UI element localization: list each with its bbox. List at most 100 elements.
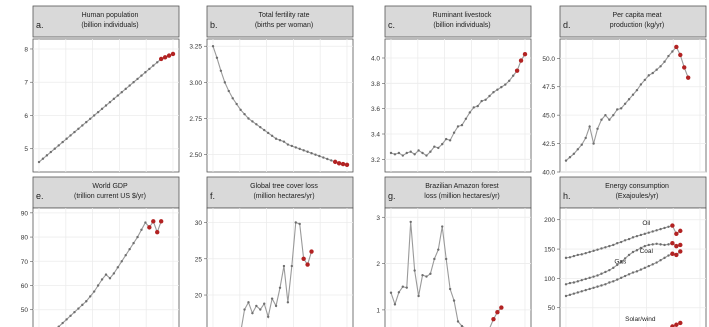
data-point [600, 118, 603, 121]
data-point [464, 117, 468, 121]
plot-area [384, 207, 532, 327]
data-point [393, 153, 397, 156]
y-tick-label: 3.6 [371, 106, 380, 113]
data-point-recent [514, 68, 520, 73]
data-point-recent [685, 75, 691, 80]
data-point [460, 324, 464, 327]
y-tick-label: 3.2 [371, 157, 380, 164]
data-point [472, 106, 475, 109]
data-point [417, 149, 420, 152]
data-point-recent [674, 322, 679, 327]
data-point [564, 159, 568, 162]
data-point [604, 246, 607, 249]
y-tick-label: 90 [21, 210, 29, 217]
data-point [120, 260, 123, 263]
data-point [136, 235, 139, 239]
data-point [247, 301, 250, 304]
data-point [112, 272, 116, 275]
data-point [219, 69, 223, 73]
data-point [405, 286, 408, 289]
data-point [627, 273, 631, 276]
y-tick-label: 80 [21, 235, 29, 242]
panel-title-line: (Exajoules/yr) [616, 193, 659, 200]
data-point [128, 84, 131, 87]
data-point [456, 320, 460, 323]
series-group [564, 44, 691, 162]
data-point [619, 107, 623, 110]
data-point [274, 304, 278, 308]
y-tick-label: 60 [21, 283, 29, 290]
data-point [616, 278, 619, 281]
series-annotation: Oil [642, 220, 651, 227]
data-point [124, 254, 127, 257]
data-point-recent [162, 55, 168, 60]
panel-title-line: production (kg/yr) [610, 22, 664, 29]
data-point [667, 243, 670, 246]
data-point [251, 311, 254, 315]
y-tick-label: 50.0 [542, 56, 555, 63]
data-point [85, 300, 88, 303]
data-point [409, 220, 412, 224]
data-point-recent [674, 243, 679, 249]
data-point [600, 247, 603, 250]
data-point [623, 274, 627, 278]
panel-h: h.Energy consumption(Exajoules/yr)050100… [544, 176, 707, 327]
data-point [568, 156, 572, 159]
data-point [631, 93, 635, 96]
data-point [584, 277, 587, 281]
data-point [65, 318, 68, 321]
data-point [612, 280, 615, 283]
data-point [647, 74, 650, 77]
data-point [564, 283, 568, 286]
data-point [568, 256, 572, 259]
series-group [211, 45, 350, 167]
panel-letter: b. [210, 20, 218, 30]
data-point [612, 113, 615, 117]
data-point [120, 91, 123, 94]
data-point [278, 286, 282, 289]
data-point [623, 257, 627, 260]
data-point [116, 94, 120, 97]
y-tick-label: 45.0 [542, 113, 555, 120]
data-point [441, 225, 444, 228]
series-group [241, 221, 314, 327]
data-point-recent [518, 58, 524, 63]
panel-letter: h. [563, 191, 571, 201]
panel-title-line: (billion individuals) [81, 22, 138, 29]
data-point [496, 88, 499, 91]
data-point [243, 308, 246, 311]
data-point [255, 123, 258, 126]
panel-letter: c. [388, 20, 395, 30]
data-point [227, 89, 230, 93]
data-point [41, 157, 45, 160]
data-point [576, 253, 580, 257]
data-point [596, 248, 599, 251]
data-point [49, 150, 53, 154]
data-point [81, 303, 84, 307]
data-point [635, 88, 639, 92]
data-point [655, 229, 658, 232]
data-point [318, 154, 321, 158]
data-point [294, 146, 297, 149]
panel-letter: d. [563, 20, 571, 30]
data-point [663, 226, 666, 230]
data-point [572, 254, 576, 258]
series-group: Oil Coal Gas Solar/wind [564, 220, 683, 327]
data-point-recent [682, 65, 687, 70]
data-point [57, 144, 60, 147]
data-point-recent [166, 53, 172, 58]
y-tick-label: 100 [544, 276, 555, 283]
data-point [647, 264, 650, 268]
data-point [96, 284, 100, 287]
data-point [437, 146, 440, 150]
data-point [592, 142, 595, 145]
data-point [231, 97, 234, 100]
data-point-recent [309, 249, 314, 254]
data-point [572, 152, 576, 156]
data-point [441, 142, 444, 146]
data-point-recent [674, 44, 679, 50]
data-point [619, 276, 623, 280]
data-point [251, 120, 254, 123]
data-point [588, 125, 591, 128]
